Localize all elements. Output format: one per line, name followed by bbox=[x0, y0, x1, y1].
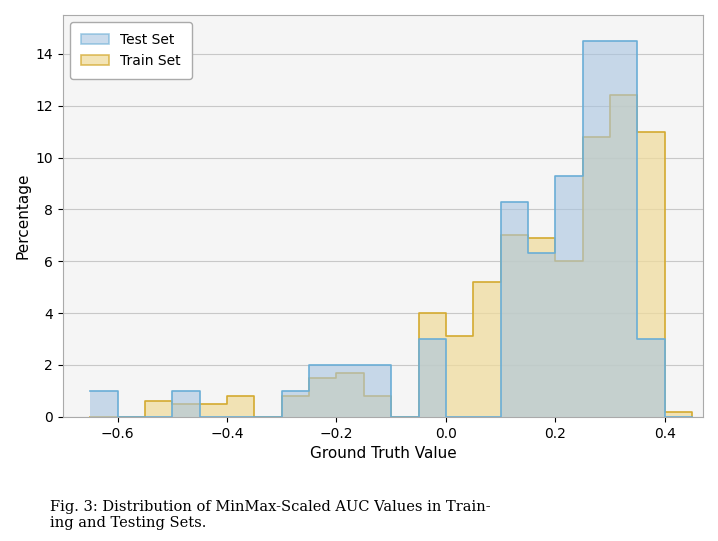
Text: Fig. 3: Distribution of MinMax-Scaled AUC Values in Train-
ing and Testing Sets.: Fig. 3: Distribution of MinMax-Scaled AU… bbox=[50, 500, 491, 530]
Polygon shape bbox=[90, 95, 692, 417]
Legend: Test Set, Train Set: Test Set, Train Set bbox=[70, 22, 192, 79]
Y-axis label: Percentage: Percentage bbox=[15, 173, 30, 259]
Polygon shape bbox=[90, 41, 692, 417]
X-axis label: Ground Truth Value: Ground Truth Value bbox=[309, 446, 457, 461]
